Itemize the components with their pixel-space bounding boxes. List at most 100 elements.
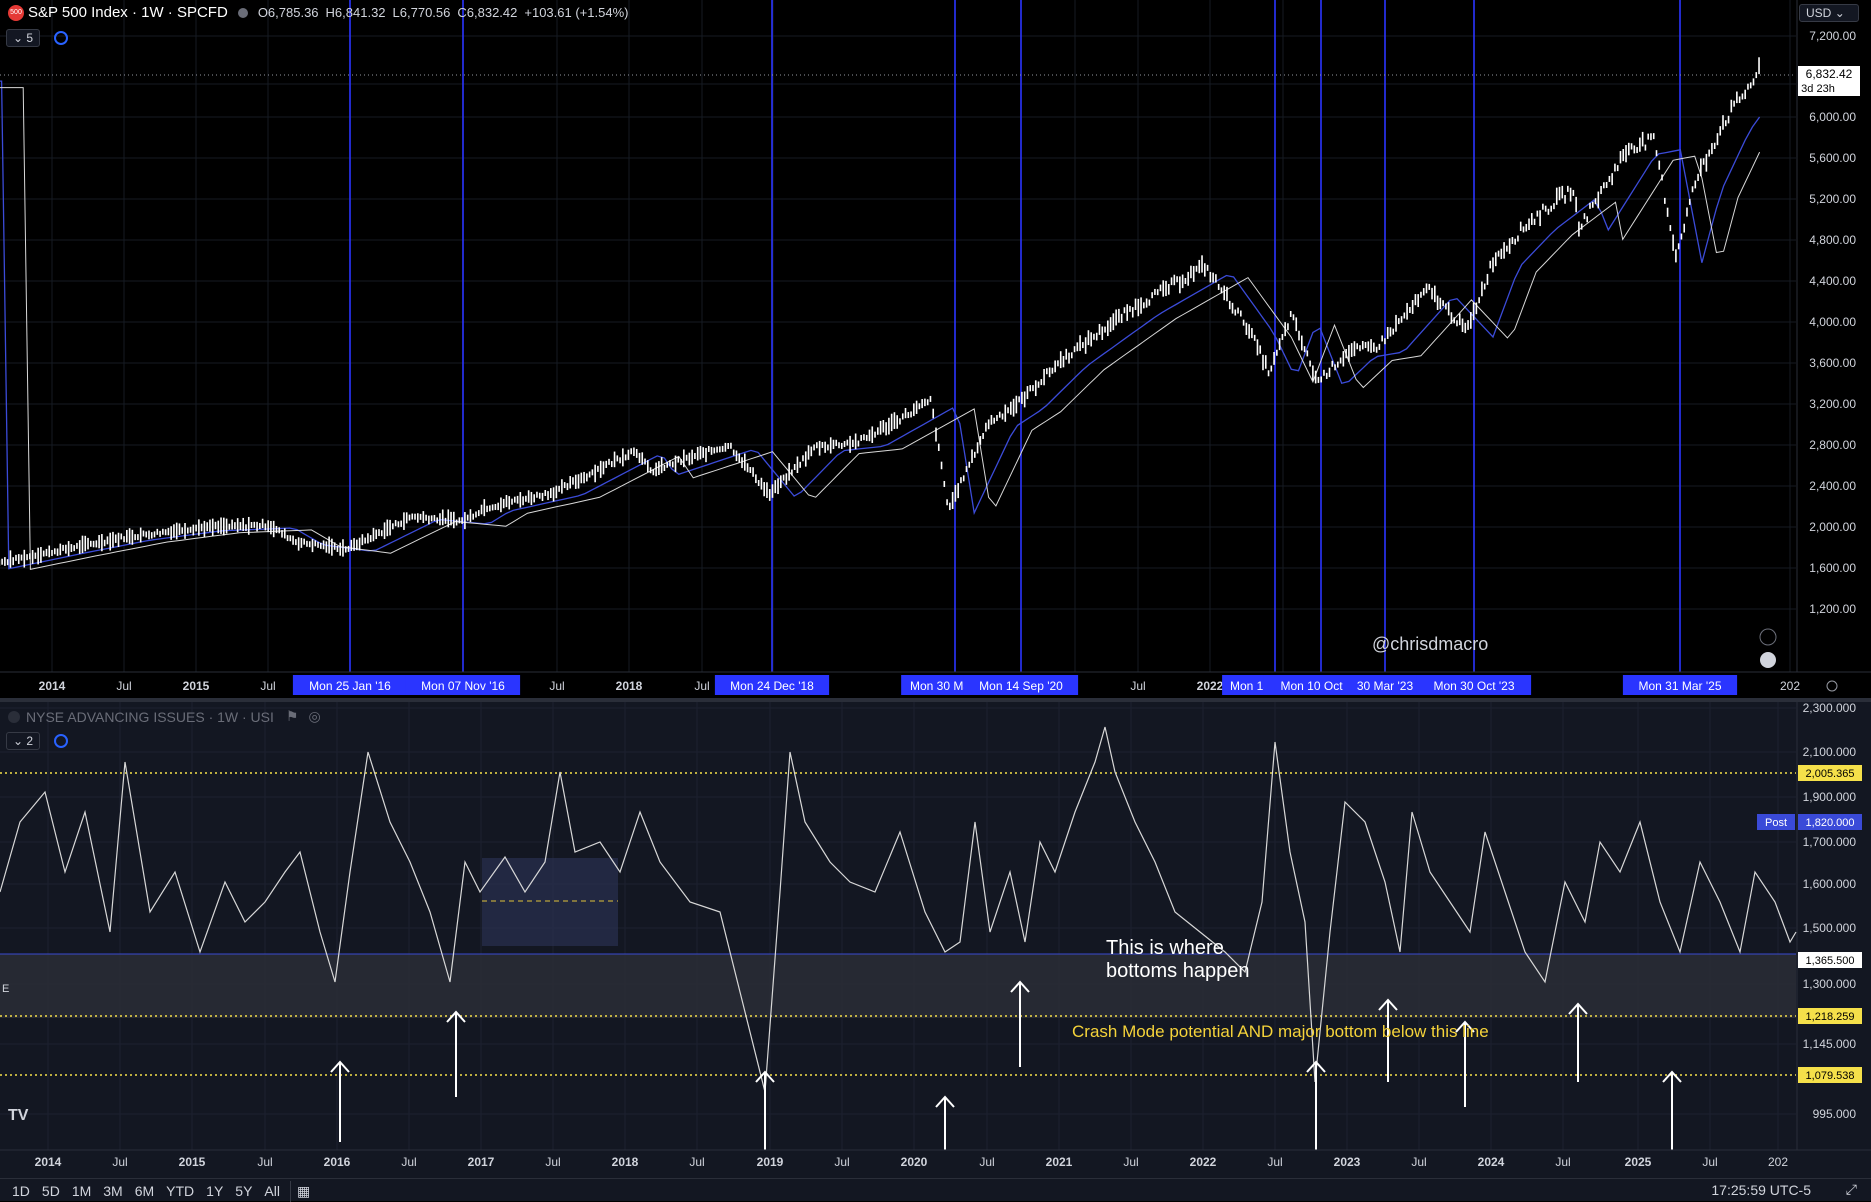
indicator-settings-icon[interactable] [54, 31, 68, 45]
range-ytd-button[interactable]: YTD [166, 1183, 195, 1199]
eye-hidden-icon[interactable]: ◎ [308, 708, 321, 724]
price-tick: 7,200.00 [1809, 29, 1856, 43]
chevron-down-icon: ⌄ [13, 31, 27, 45]
range-5y-button[interactable]: 5Y [235, 1183, 253, 1199]
sp500-logo-icon: 500 [8, 4, 24, 21]
range-1y-button[interactable]: 1Y [206, 1183, 224, 1199]
main-chart-grid [0, 0, 1796, 672]
indicator-time-tick: Jul [112, 1155, 127, 1169]
range-buttons: 1D 5D 1M 3M 6M YTD 1Y 5Y All ▦ [6, 1181, 316, 1202]
date-label-bg [714, 675, 830, 695]
price-tick: 1,200.00 [1809, 602, 1856, 616]
indicator-tick: 1,300.000 [1803, 977, 1857, 991]
bottom-toolbar: 1D 5D 1M 3M 6M YTD 1Y 5Y All ▦ 17:25:59 … [0, 1178, 1871, 1202]
indicator-time-tick: Jul [401, 1155, 416, 1169]
indicator-tick: 1,900.000 [1803, 790, 1857, 804]
indicator-grid [0, 702, 1796, 1150]
annotation-line-2: bottoms happen [1106, 960, 1249, 982]
clock[interactable]: 17:25:59 UTC-5 [1711, 1182, 1811, 1198]
alert-icon[interactable] [1759, 628, 1777, 646]
date-label-bg [1622, 675, 1738, 695]
date-label: Mon 31 Mar '25 [1639, 679, 1722, 693]
date-label-bg [963, 675, 1079, 695]
indicator-canvas[interactable]: This is where bottoms happen Crash Mode … [0, 702, 1871, 1178]
ohlc-open: O6,785.36 [257, 5, 319, 20]
indicator-time-tick: Jul [1123, 1155, 1138, 1169]
price-tick: 5,200.00 [1809, 192, 1856, 206]
currency-select[interactable]: USD ⌄ [1799, 4, 1859, 22]
indicator-time-tick: Jul [1702, 1155, 1717, 1169]
indicator-tick: 995.000 [1813, 1107, 1857, 1121]
indicator-time-tick: 2016 [324, 1155, 351, 1169]
main-chart-canvas[interactable]: 7,200.006,400.006,000.005,600.005,200.00… [0, 0, 1871, 698]
date-label: Mon 25 Jan '16 [309, 679, 391, 693]
up-arrow-icon [935, 1095, 955, 1108]
range-all-button[interactable]: All [264, 1183, 280, 1199]
indicator-symbol-icon [8, 710, 20, 723]
indicator-time-tick: Jul [689, 1155, 704, 1169]
currency-label: USD [1806, 6, 1832, 20]
indicator-tick: 1,700.000 [1803, 835, 1857, 849]
up-arrow-icon [330, 1060, 350, 1073]
indicators-toggle[interactable]: ⌄ 5 [6, 29, 41, 47]
indicator-tick: 1,145.000 [1803, 1037, 1857, 1051]
indicator-gear-icon[interactable] [54, 734, 68, 748]
main-chart-pane[interactable]: 7,200.006,400.006,000.005,600.005,200.00… [0, 0, 1871, 698]
indicator-time-tick: Jul [257, 1155, 272, 1169]
indicator-title[interactable]: NYSE ADVANCING ISSUES · 1W · USI [26, 708, 274, 725]
up-arrow-icon [1662, 1070, 1682, 1083]
indicator-time-tick: 2021 [1046, 1155, 1073, 1169]
level-badge: 2,005.365 [1806, 768, 1855, 780]
flag-icon[interactable]: ⚑ [285, 708, 299, 724]
indicator-axis[interactable]: 2,300.000 2,100.000 1,900.000 1,700.000 1,60… [1803, 702, 1857, 1121]
price-axis[interactable]: 7,200.006,400.006,000.005,600.005,200.00… [1809, 29, 1856, 616]
price-tick: 1,600.00 [1809, 561, 1856, 575]
up-arrow-icon [1010, 980, 1030, 993]
settings-gear-icon[interactable] [1826, 680, 1838, 692]
up-arrow-icon [1378, 998, 1398, 1011]
range-1d-button[interactable]: 1D [12, 1183, 30, 1199]
tradingview-logo-icon[interactable]: TV [8, 1107, 29, 1124]
us-flag-icon[interactable] [1760, 652, 1776, 668]
time-tick: 2015 [183, 679, 210, 693]
indicator-time-tick: 2017 [468, 1155, 495, 1169]
calendar-icon[interactable]: ▦ [289, 1181, 316, 1202]
indicator-time-tick: Jul [1555, 1155, 1570, 1169]
post-label-bg [1757, 814, 1795, 830]
range-3m-button[interactable]: 3M [103, 1183, 123, 1199]
indicator-time-tick: Jul [1411, 1155, 1426, 1169]
indicator-time-tick: 202 [1768, 1155, 1788, 1169]
post-value: 1,820.000 [1806, 817, 1855, 829]
watermark: @chrisdmacro [1372, 634, 1488, 654]
range-1m-button[interactable]: 1M [71, 1183, 92, 1199]
up-arrow-icon [1568, 1002, 1588, 1015]
indicator-time-tick: Jul [545, 1155, 560, 1169]
advancing-issues-line [0, 726, 1797, 1093]
date-label: Mon 24 Dec '18 [730, 679, 814, 693]
time-tick: Jul [694, 679, 709, 693]
date-label-bg [292, 675, 408, 695]
price-badge-bg [1798, 66, 1860, 96]
level-badge-bg [1798, 1067, 1862, 1083]
indicator-time-axis[interactable]: 2014 Jul 2015 Jul 2016 Jul 2017 Jul 2018 Jul 2019 J… [35, 1155, 1789, 1169]
range-6m-button[interactable]: 6M [134, 1183, 155, 1199]
bottom-arrows [330, 980, 1682, 1150]
indicator-collapse-toggle[interactable]: ⌄ 2 [6, 732, 41, 750]
indicator-header: NYSE ADVANCING ISSUES · 1W · USI ⚑ ◎ [8, 708, 321, 725]
ohlc-close: C6,832.42 [457, 5, 518, 20]
fullscreen-icon[interactable]: ⤢ [1845, 1181, 1857, 1197]
indicator-tick: 1,500.000 [1803, 921, 1857, 935]
date-label-bg [405, 675, 521, 695]
indicator-pane[interactable]: This is where bottoms happen Crash Mode … [0, 702, 1871, 1178]
level-badge: 1,218.259 [1806, 1011, 1855, 1023]
date-label-bg [901, 675, 979, 695]
date-label: Mon 10 Oct '22 [1281, 679, 1362, 693]
time-tick: Jul [116, 679, 131, 693]
collapse-icon[interactable] [237, 7, 248, 18]
indicator-time-tick: 2023 [1334, 1155, 1361, 1169]
range-5d-button[interactable]: 5D [41, 1183, 60, 1199]
symbol-title[interactable]: S&P 500 Index · 1W · SPCFD [28, 4, 228, 21]
pane-separator[interactable] [0, 698, 1871, 702]
indicator-time-tick: 2014 [35, 1155, 62, 1169]
highlight-box [482, 858, 618, 946]
